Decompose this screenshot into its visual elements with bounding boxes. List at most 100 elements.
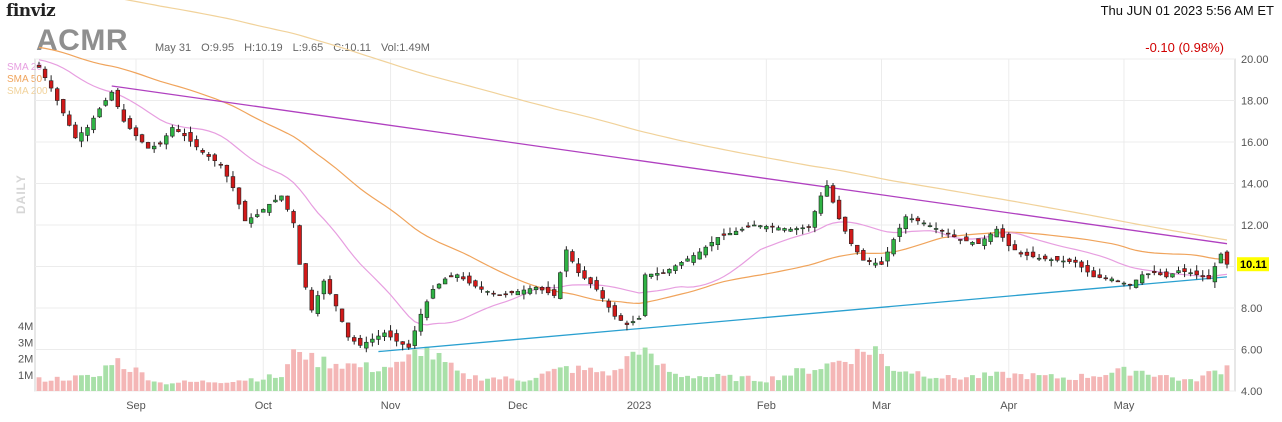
volume-bar xyxy=(151,381,157,391)
candle-body xyxy=(327,279,333,294)
volume-bar xyxy=(91,376,96,391)
volume-bar xyxy=(266,374,272,391)
volume-bar xyxy=(1206,371,1212,391)
volume-bar xyxy=(85,374,90,391)
candle-body xyxy=(612,305,617,317)
candle-body xyxy=(1091,270,1096,278)
candle-body xyxy=(97,108,102,118)
candle-body xyxy=(1049,259,1054,262)
candle-body xyxy=(964,236,969,242)
volume-bar xyxy=(721,375,727,391)
candle-body xyxy=(158,142,163,145)
candle-body xyxy=(1139,274,1145,284)
volume-bar xyxy=(163,384,169,391)
y-tick-label: 4.00 xyxy=(1241,386,1262,398)
volume-bar xyxy=(588,367,593,391)
volume-bar xyxy=(418,356,424,391)
volume-bar xyxy=(654,365,660,391)
last-price-label: 10.11 xyxy=(1240,259,1267,271)
volume-bar xyxy=(727,374,733,391)
candle-body xyxy=(194,139,199,148)
volume-bar xyxy=(394,361,400,391)
candle-body xyxy=(1182,268,1187,272)
volume-bar xyxy=(1194,381,1200,391)
x-tick-label: Mar xyxy=(872,400,891,412)
trendline-support xyxy=(378,276,1228,353)
volume-bar xyxy=(521,381,527,391)
volume-bar xyxy=(260,379,266,391)
candle-body xyxy=(139,134,145,143)
candle-body xyxy=(188,132,193,142)
volume-bar xyxy=(345,363,351,391)
x-tick-label: 2023 xyxy=(627,400,651,412)
candle-body xyxy=(406,343,411,348)
volume-bar xyxy=(897,371,903,391)
volume-bar xyxy=(691,378,697,391)
candle-body xyxy=(85,127,90,136)
ohlc-date: May 31 xyxy=(155,42,192,54)
volume-bar xyxy=(951,378,957,391)
volume-bar xyxy=(1139,370,1145,391)
volume-bar xyxy=(491,377,497,391)
candle-body xyxy=(418,313,424,332)
volume-bar xyxy=(454,370,460,391)
x-tick-label: Sep xyxy=(126,400,146,412)
candle-body xyxy=(273,199,278,203)
candle-body xyxy=(988,233,993,242)
candle-body xyxy=(976,238,981,244)
volume-bar xyxy=(806,373,812,391)
candle-body xyxy=(667,268,672,274)
candle-body xyxy=(582,270,587,279)
candle-body xyxy=(200,149,205,153)
volume-bar xyxy=(357,367,363,391)
volume-bar xyxy=(442,362,448,391)
volume-bar xyxy=(36,377,42,391)
volume-bar xyxy=(206,382,212,391)
volume-bar xyxy=(636,354,642,391)
candle-body xyxy=(909,218,914,221)
volume-bar xyxy=(545,371,551,391)
trendline-resistance xyxy=(111,85,1228,245)
volume-bar xyxy=(321,356,327,391)
volume-bar xyxy=(1188,379,1194,391)
volume-bar xyxy=(406,354,412,391)
volume-bar xyxy=(1000,371,1006,391)
volume-bar xyxy=(794,368,800,391)
volume-bars xyxy=(36,346,1230,391)
candle-body xyxy=(412,330,417,346)
candle-body xyxy=(309,289,314,311)
candle-body xyxy=(721,233,727,236)
volume-bar xyxy=(788,375,794,391)
candle-body xyxy=(103,100,108,106)
candle-body xyxy=(73,124,78,139)
candle-body xyxy=(806,226,811,228)
candle-body xyxy=(927,225,933,227)
candle-body xyxy=(697,251,702,260)
candle-body xyxy=(849,229,854,244)
sma-legend: SMA 20 SMA 50 SMA 200 xyxy=(7,62,48,98)
volume-bar xyxy=(830,362,836,391)
candle-body xyxy=(1061,260,1066,263)
candle-body xyxy=(703,246,708,256)
candle-body xyxy=(539,287,545,291)
volume-bar xyxy=(976,378,981,391)
candle-body xyxy=(1006,233,1011,247)
volume-bar xyxy=(1048,374,1054,391)
volume-bar xyxy=(1042,375,1048,391)
candle-body xyxy=(655,273,660,276)
candle-body xyxy=(588,277,593,285)
volume-bar xyxy=(673,373,678,391)
candle-body xyxy=(42,68,48,78)
volume-bar xyxy=(1163,375,1169,391)
volume-bar xyxy=(618,368,624,391)
volume-bar xyxy=(333,363,339,391)
volume-bar xyxy=(1182,379,1187,391)
ohlc-high: H:10.19 xyxy=(244,42,283,54)
volume-bar xyxy=(642,347,648,391)
candle-body xyxy=(448,275,454,278)
volume-bar xyxy=(145,380,151,391)
volume-bar xyxy=(1133,370,1139,391)
candle-body xyxy=(430,289,436,299)
volume-bar xyxy=(79,375,84,391)
